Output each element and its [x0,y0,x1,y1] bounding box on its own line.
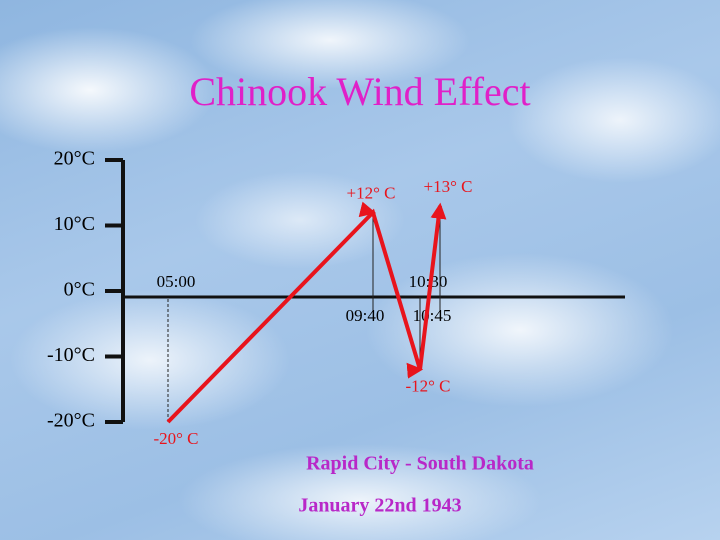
x-tick-label: 10:45 [413,306,452,325]
data-label: -20° C [153,429,198,448]
annotation: Rapid City - South Dakota [306,453,534,475]
y-tick-label: -20°C [47,410,95,432]
data-label: +12° C [347,183,396,202]
y-tick-label: 10°C [54,213,95,235]
annotation: January 22nd 1943 [298,495,461,517]
data-label: -12° C [405,377,450,396]
x-tick-label: 05:00 [157,272,196,291]
chart-title: Chinook Wind Effect [189,69,530,114]
y-tick-label: 20°C [54,148,95,170]
x-tick-label: 09:40 [346,306,385,325]
data-label: +13° C [424,177,473,196]
y-tick-label: -10°C [47,344,95,366]
temperature-line [166,201,447,424]
y-tick-label: 0°C [64,279,95,301]
